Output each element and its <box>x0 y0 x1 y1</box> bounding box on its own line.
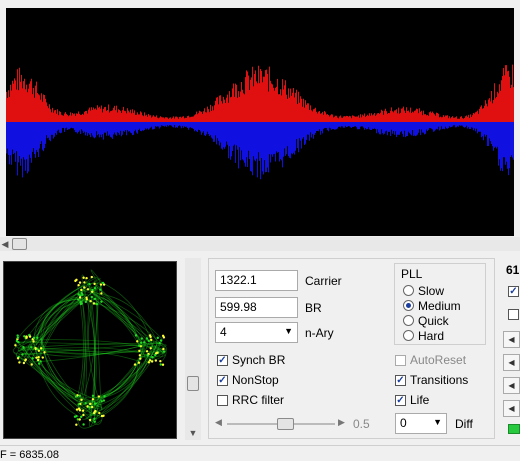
slider-left-icon[interactable]: ◀ <box>215 417 222 427</box>
pll-title: PLL <box>401 267 423 281</box>
rrc-filter-label: RRC filter <box>232 393 285 407</box>
spectrum-upper-trace <box>6 64 514 122</box>
right-arrow-button-1[interactable]: ◀ <box>503 331 520 348</box>
diff-select[interactable]: 0 ▼ <box>395 413 447 434</box>
br-field[interactable]: 599.98 <box>215 297 298 318</box>
pll-medium-label: Medium <box>418 299 461 313</box>
right-checkbox-2[interactable] <box>508 309 519 320</box>
status-led <box>508 424 520 434</box>
chevron-down-icon: ▼ <box>284 326 293 336</box>
diff-value: 0 <box>400 416 407 430</box>
vertical-scroll-thumb[interactable] <box>187 376 199 391</box>
synch-br-checkbox[interactable]: ✓ <box>217 355 228 366</box>
pll-medium-radio[interactable] <box>403 300 414 311</box>
right-panel-label: 61 <box>506 263 520 277</box>
right-arrow-button-4[interactable]: ◀ <box>503 400 520 417</box>
autoreset-checkbox[interactable] <box>395 355 406 366</box>
life-checkbox[interactable]: ✓ <box>395 395 406 406</box>
pll-quick-radio[interactable] <box>403 315 414 326</box>
horizontal-scrollbar[interactable]: ◀ <box>0 237 520 251</box>
nary-label: n-Ary <box>305 326 334 340</box>
threshold-slider[interactable]: ◀ ▶ <box>215 416 348 432</box>
carrier-field[interactable]: 1322.1 <box>215 270 298 291</box>
right-arrow-button-3[interactable]: ◀ <box>503 377 520 394</box>
nonstop-checkbox[interactable]: ✓ <box>217 375 228 386</box>
nary-value: 4 <box>220 325 227 339</box>
scroll-left-icon[interactable]: ◀ <box>1 239 9 249</box>
slider-value: 0.5 <box>353 417 370 431</box>
life-label: Life <box>410 393 430 407</box>
transitions-checkbox[interactable]: ✓ <box>395 375 406 386</box>
spectrum-lower-trace <box>6 122 514 180</box>
slider-thumb[interactable] <box>277 418 295 430</box>
pll-group: PLL Slow Medium Quick Hard <box>394 263 486 345</box>
nary-select[interactable]: 4 ▼ <box>215 322 298 343</box>
pll-slow-radio[interactable] <box>403 285 414 296</box>
right-panel: 61 ✓ ◀ ◀ ◀ ◀ <box>497 258 520 440</box>
right-arrow-button-2[interactable]: ◀ <box>503 354 520 371</box>
transitions-label: Transitions <box>410 373 469 387</box>
br-label: BR <box>305 301 322 315</box>
status-text: F = 6835.08 <box>0 449 60 461</box>
spectrum-plot <box>6 64 514 180</box>
slider-right-icon[interactable]: ▶ <box>338 417 345 427</box>
constellation-traces <box>12 269 167 429</box>
chevron-down-icon: ▼ <box>433 417 442 427</box>
autoreset-label: AutoReset <box>410 353 467 367</box>
pll-hard-radio[interactable] <box>403 330 414 341</box>
pll-quick-label: Quick <box>418 314 449 328</box>
controls-panel: 1322.1 Carrier 599.98 BR 4 ▼ n-Ary ✓ Syn… <box>208 258 495 439</box>
horizontal-scroll-thumb[interactable] <box>12 238 27 250</box>
scroll-down-icon[interactable]: ▼ <box>188 428 198 438</box>
carrier-label: Carrier <box>305 274 342 288</box>
pll-hard-label: Hard <box>418 329 445 343</box>
spectrum-display <box>6 8 514 236</box>
synch-br-label: Synch BR <box>232 353 286 367</box>
constellation-display <box>3 261 177 439</box>
vertical-scrollbar[interactable]: ▼ <box>185 258 201 440</box>
diff-label: Diff <box>455 417 473 431</box>
right-checkbox-1[interactable]: ✓ <box>508 286 519 297</box>
nonstop-label: NonStop <box>232 373 279 387</box>
constellation-points <box>14 275 166 426</box>
pll-slow-label: Slow <box>418 284 445 298</box>
rrc-filter-checkbox[interactable] <box>217 395 228 406</box>
status-bar: F = 6835.08 <box>0 445 520 461</box>
constellation-plot <box>12 269 167 429</box>
